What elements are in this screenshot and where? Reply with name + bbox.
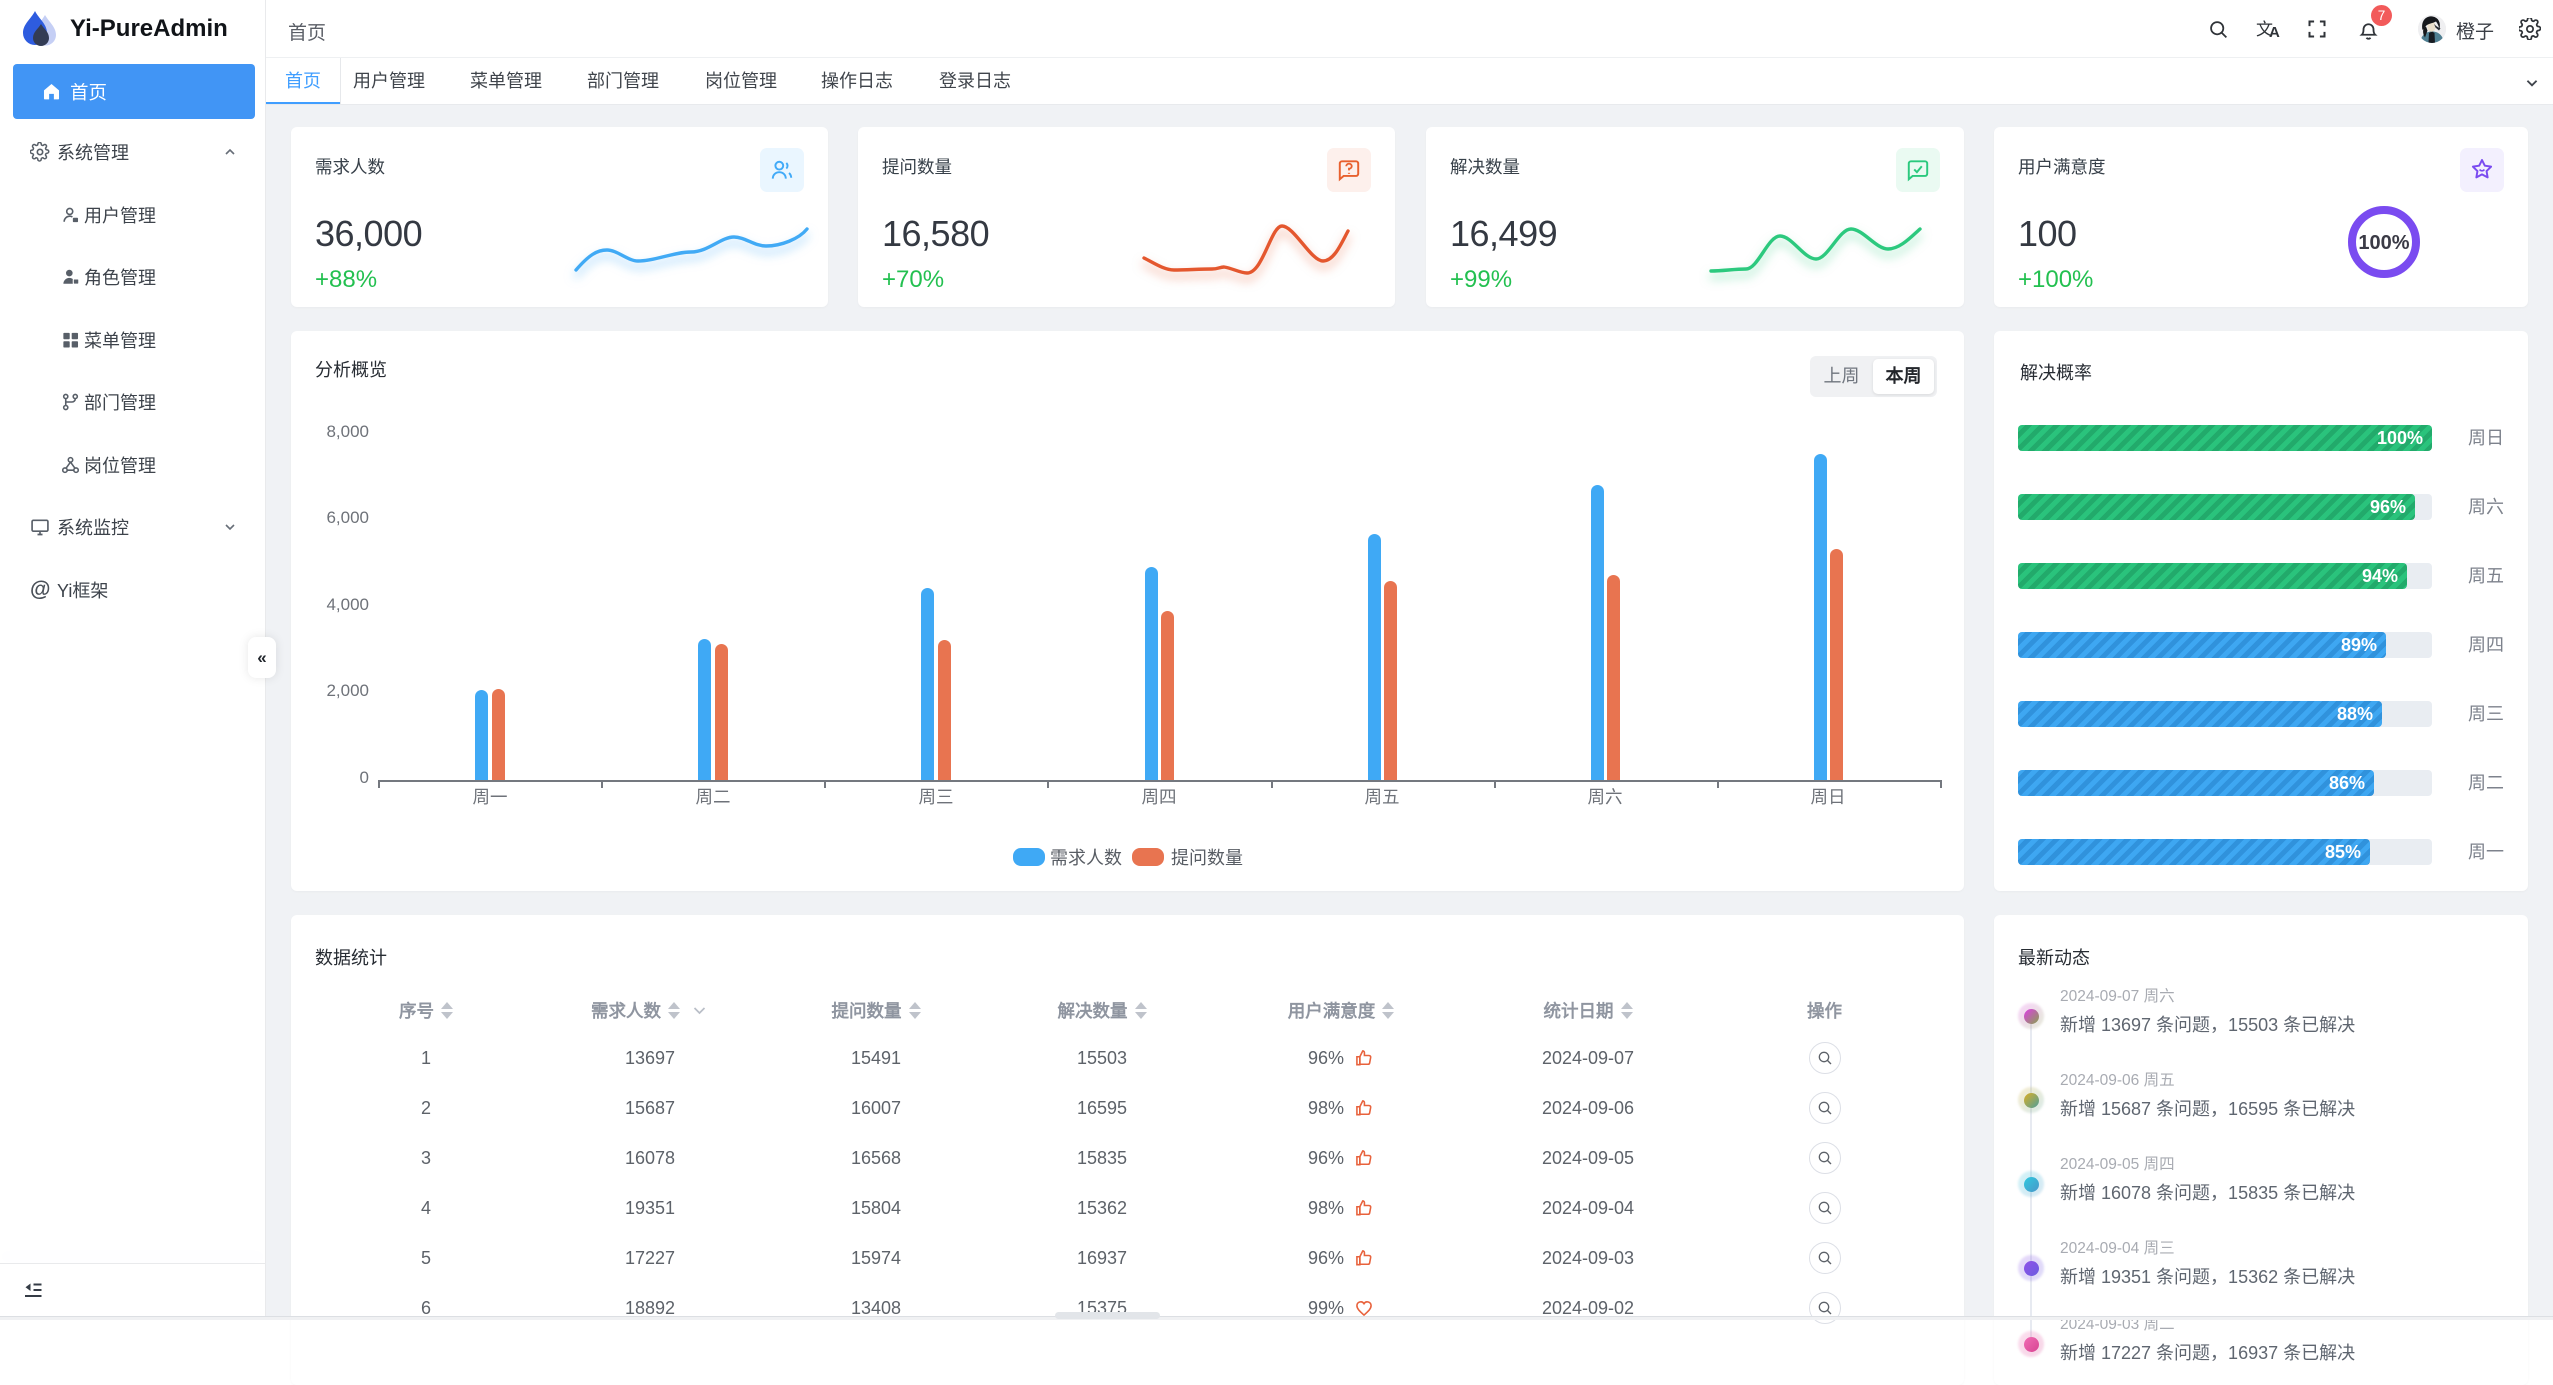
- svg-text:100%: 100%: [2358, 232, 2409, 254]
